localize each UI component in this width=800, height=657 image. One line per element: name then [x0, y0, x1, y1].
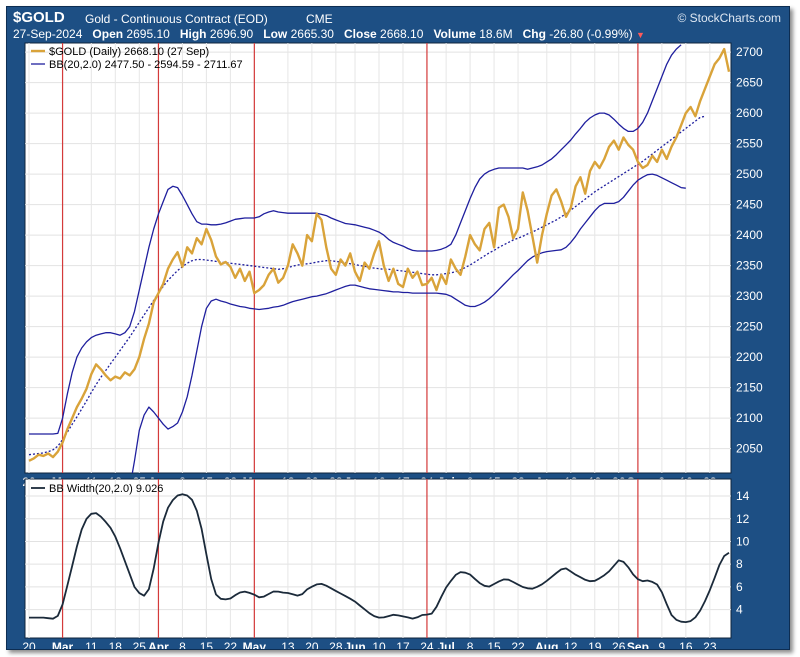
width-y-tick-label: 14 [736, 489, 750, 503]
width-x-tick-label: Jul [437, 640, 454, 649]
chart-frame: $GOLD Gold - Continuous Contract (EOD) C… [6, 6, 790, 650]
legend-entry-width: BB Width(20,2.0) 9.026 [49, 483, 163, 495]
price-y-tick-label: 2200 [736, 350, 763, 364]
price-y-tick-label: 2600 [736, 106, 763, 120]
price-series-group [28, 44, 731, 473]
price-y-tick-label: 2150 [736, 381, 763, 395]
high-value: 2696.90 [209, 27, 254, 41]
width-x-tick-label: Aug [535, 640, 558, 649]
price-y-tick-label: 2100 [736, 411, 763, 425]
width-x-tick-label: 20 [305, 640, 319, 649]
width-x-tick-label: 19 [588, 640, 602, 649]
width-x-tick-label: 18 [109, 640, 123, 649]
price-y-tick-label: 2500 [736, 167, 763, 181]
price-pane: 2050 2100 2150 2200 2250 2300 2350 2400 2450 2500… [22, 42, 763, 489]
quote-date: 27-Sep-2024 [13, 27, 83, 41]
width-x-tick-label: Sep [627, 640, 649, 649]
legend-entry: BB(20,2.0) 2477.50 - 2594.59 - 2711.67 [49, 59, 243, 71]
low-label: Low [263, 27, 288, 41]
chg-value: -26.80 (-0.99%) [549, 27, 633, 41]
price-y-tick-label: 2300 [736, 289, 763, 303]
width-x-tick-label: Mar [52, 640, 74, 649]
width-x-tick-label: 24 [420, 640, 434, 649]
width-x-tick-label: 11 [85, 640, 98, 649]
chg-label: Chg [522, 27, 546, 41]
width-y-tick-label: 6 [736, 580, 743, 594]
width-x-tick-label: 15 [487, 640, 501, 649]
bb-width-line [29, 493, 730, 623]
width-x-tick-label: 12 [564, 640, 578, 649]
width-x-tick-label: 20 [22, 640, 36, 649]
instrument-name: Gold - Continuous Contract (EOD) [85, 12, 268, 26]
price-line [28, 47, 731, 462]
price-y-tick-label: 2050 [736, 442, 763, 456]
price-y-tick-label: 2700 [736, 45, 763, 59]
width-series-group [29, 493, 730, 623]
price-y-tick-label: 2450 [736, 198, 763, 212]
open-value: 2695.10 [126, 27, 170, 41]
width-plot-area [24, 478, 732, 639]
width-pane: 4 6 8 10 12 14 20 Mar 11 18 25 Apr 8 15 22 May 13 20 28 Jun… [22, 478, 750, 649]
symbol-title: $GOLD [13, 9, 65, 26]
width-x-tick-label: Apr [148, 640, 169, 649]
width-x-tick-label: 16 [679, 640, 693, 649]
width-y-tick-label: 10 [736, 534, 750, 548]
price-y-tick-label: 2250 [736, 320, 763, 334]
price-y-tick-label: 2350 [736, 259, 763, 273]
volume-value: 18.6M [479, 27, 513, 41]
width-x-tick-label: 17 [396, 640, 410, 649]
high-label: High [179, 27, 207, 41]
width-x-tick-label: May [243, 640, 267, 649]
bb-middle-line [28, 115, 706, 456]
width-x-tick-label: 9 [659, 640, 666, 649]
width-y-tick-label: 4 [736, 603, 743, 617]
down-triangle-icon: ▼ [636, 30, 645, 40]
price-plot-area [24, 42, 732, 474]
width-x-tick-label: 8 [179, 640, 186, 649]
width-x-tick-label: 22 [224, 640, 238, 649]
width-x-tick-label: 23 [703, 640, 717, 649]
width-y-tick-label: 12 [736, 512, 750, 526]
price-y-tick-label: 2550 [736, 137, 763, 151]
width-x-tick-label: 10 [372, 640, 386, 649]
width-x-tick-label: 22 [511, 640, 525, 649]
bb-lower-line [131, 173, 686, 473]
volume-label: Volume [433, 27, 476, 41]
width-x-tick-label: 13 [281, 640, 295, 649]
price-y-tick-label: 2650 [736, 76, 763, 90]
width-x-tick-label: 25 [133, 640, 147, 649]
quote-summary: 27-Sep-2024 Open 2695.10 High 2696.90 Lo… [13, 27, 645, 41]
open-label: Open [92, 27, 124, 41]
price-y-tick-label: 2400 [736, 228, 763, 242]
width-x-tick-label: 15 [200, 640, 214, 649]
exchange-label: CME [306, 12, 333, 26]
chart-canvas: 2050 2100 2150 2200 2250 2300 2350 2400 2450 2500… [22, 42, 763, 649]
width-x-tick-label: 8 [467, 640, 474, 649]
width-x-tick-label: 26 [612, 640, 626, 649]
bb-upper-line [29, 44, 682, 435]
width-x-tick-label: 28 [329, 640, 343, 649]
brand-watermark[interactable]: © StockCharts.com [677, 11, 781, 25]
width-x-tick-label: Jun [344, 640, 365, 649]
close-label: Close [344, 27, 377, 41]
legend-entry: $GOLD (Daily) 2668.10 (27 Sep) [49, 46, 209, 58]
low-value: 2665.30 [290, 27, 334, 41]
width-y-tick-label: 8 [736, 557, 743, 571]
close-value: 2668.10 [380, 27, 424, 41]
